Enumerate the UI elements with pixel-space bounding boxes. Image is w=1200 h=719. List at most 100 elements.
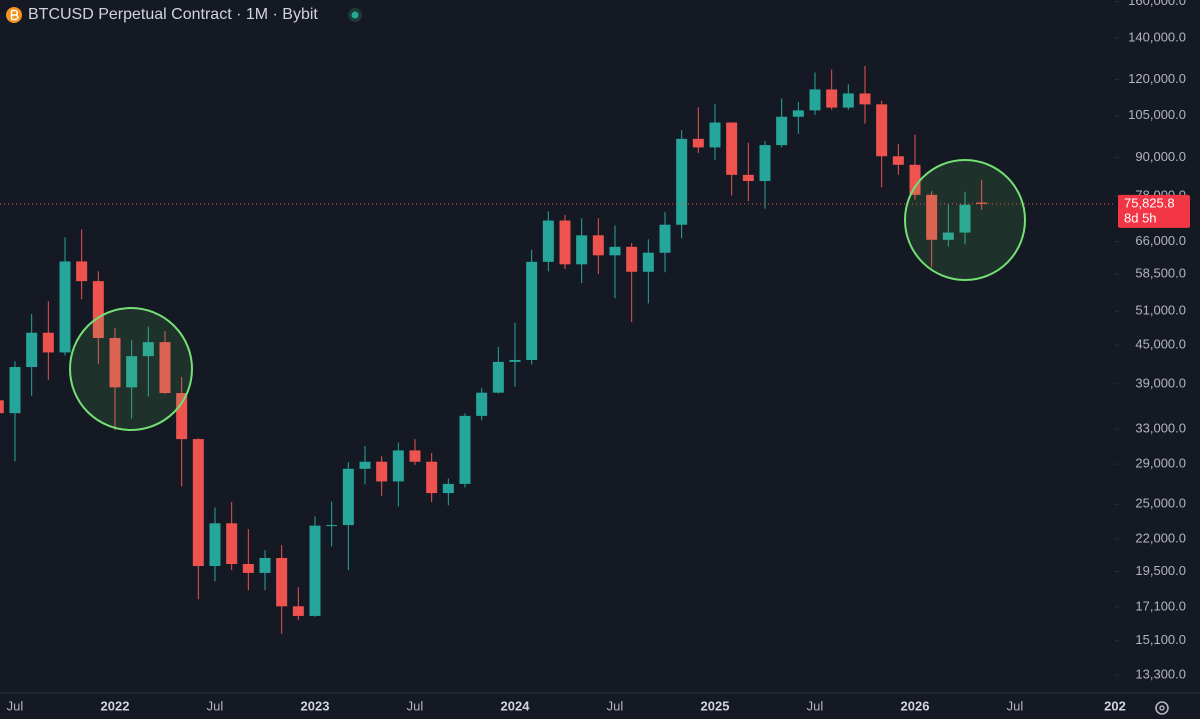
candle-body: [359, 461, 371, 469]
candle-body: [276, 557, 288, 607]
candle-body: [409, 450, 421, 462]
y-tick-label: 15,100.0: [1135, 632, 1186, 647]
gear[interactable]: [1155, 701, 1169, 715]
y-tick-label: 51,000.0: [1135, 303, 1186, 318]
candle-body: [292, 606, 304, 616]
candle-body: [509, 359, 521, 362]
countdown-label: 8d 5h: [1124, 210, 1157, 225]
settings-icon[interactable]: [1155, 701, 1169, 715]
x-tick-label: Jul: [607, 698, 624, 713]
y-tick-label: 90,000.0: [1135, 149, 1186, 164]
highlight-circle: [69, 307, 193, 431]
candle-body: [242, 563, 254, 573]
x-tick-label: 202: [1104, 698, 1126, 713]
y-tick-label: 17,100.0: [1135, 599, 1186, 614]
status-dot-inner: [351, 11, 359, 19]
x-tick-label: 2024: [501, 698, 531, 713]
x-tick-label: Jul: [207, 698, 224, 713]
candle-body: [559, 220, 571, 265]
candle-body: [659, 224, 671, 253]
candle-body: [59, 261, 71, 353]
candle-body: [942, 232, 954, 240]
candle-body: [526, 261, 538, 360]
x-tick-label: 2025: [701, 698, 730, 713]
y-tick-label: 58,500.0: [1135, 266, 1186, 281]
y-tick-label: 13,300.0: [1135, 667, 1186, 682]
highlight-circle: [904, 159, 1026, 281]
candle-body: [792, 110, 804, 117]
candle-body: [142, 342, 154, 357]
candle-body: [192, 439, 204, 567]
candle-body: [459, 415, 471, 484]
candle-body: [259, 557, 271, 573]
x-tick-label: Jul: [407, 698, 424, 713]
y-tick-label: 33,000.0: [1135, 421, 1186, 436]
candle-body: [159, 342, 171, 394]
candle-body: [592, 235, 604, 256]
y-tick-label: 120,000.0: [1128, 71, 1186, 86]
candle-body: [909, 164, 921, 195]
candle-body: [959, 204, 971, 233]
candle-body: [376, 461, 388, 482]
candle-body: [176, 393, 188, 440]
candle-body: [892, 156, 904, 165]
bitcoin-glyph: [10, 9, 19, 21]
y-tick-label: 29,000.0: [1135, 456, 1186, 471]
candle-body: [342, 468, 354, 526]
candle-body: [776, 116, 788, 146]
y-tick-label: 160,000.0: [1128, 0, 1186, 8]
y-tick-label: 105,000.0: [1128, 107, 1186, 122]
y-tick-label: 22,000.0: [1135, 530, 1186, 545]
y-tick-label: 45,000.0: [1135, 337, 1186, 352]
candle-body: [76, 261, 88, 282]
candle-body: [209, 523, 221, 567]
x-tick-label: 2026: [901, 698, 930, 713]
candle-body: [542, 220, 554, 262]
plot-area: [0, 65, 988, 634]
candle-body: [9, 367, 21, 414]
candle-body: [976, 202, 988, 204]
candle-body: [0, 400, 4, 414]
candle-body: [326, 525, 338, 527]
candle-body: [742, 174, 754, 182]
candle-body: [609, 246, 621, 256]
candle-body: [426, 461, 438, 494]
y-tick-label: 39,000.0: [1135, 375, 1186, 390]
candle-body: [692, 138, 704, 148]
y-tick-label: 19,500.0: [1135, 563, 1186, 578]
x-tick-label: 2023: [301, 698, 330, 713]
candle-body: [759, 145, 771, 182]
candle-body: [642, 252, 654, 272]
x-tick-label: 2022: [101, 698, 130, 713]
candle-body: [126, 356, 138, 388]
candle-body: [476, 392, 488, 416]
y-tick-label: 140,000.0: [1128, 29, 1186, 44]
candle-body: [226, 523, 238, 564]
candle-body: [392, 450, 404, 482]
candle-body: [626, 246, 638, 272]
candle-body: [309, 525, 321, 616]
chart-title: BTCUSD Perpetual Contract · 1M · Bybit: [28, 6, 318, 23]
price-label-box: [1118, 194, 1190, 228]
candle-body: [859, 93, 871, 105]
x-tick-label: Jul: [7, 698, 24, 713]
candle-body: [676, 138, 688, 225]
candle-body: [709, 122, 721, 148]
candle-body: [42, 332, 54, 353]
candle-body: [109, 337, 121, 388]
candle-body: [876, 104, 888, 157]
y-tick-label: 25,000.0: [1135, 496, 1186, 511]
x-tick-label: Jul: [807, 698, 824, 713]
price-label: 75,825.8: [1124, 195, 1175, 210]
y-tick-label: 66,000.0: [1135, 233, 1186, 248]
candle-body: [926, 194, 938, 240]
candle-body: [92, 281, 104, 338]
candle-body: [826, 89, 838, 108]
candle-body: [809, 89, 821, 111]
candle-body: [442, 483, 454, 494]
candle-body: [492, 361, 504, 393]
x-tick-label: Jul: [1007, 698, 1024, 713]
